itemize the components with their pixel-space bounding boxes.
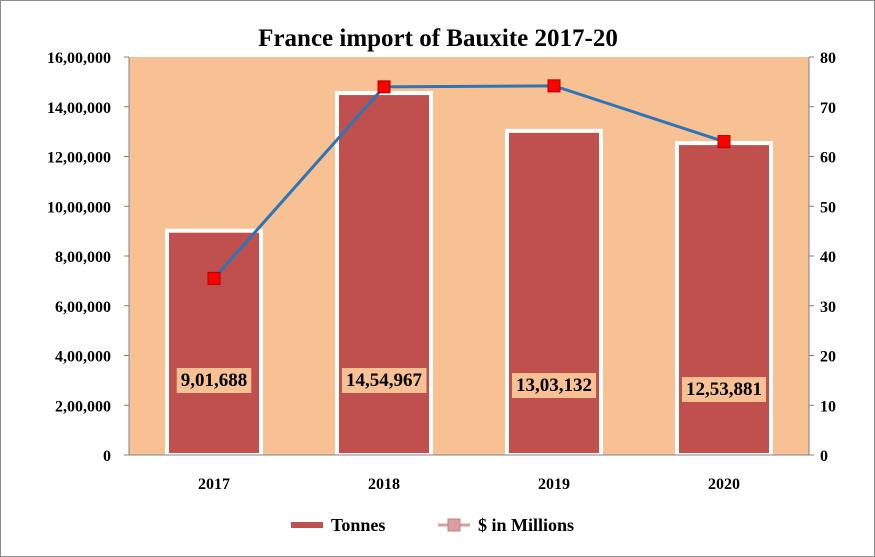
line-usd-millions — [212, 84, 725, 280]
bar-2019 — [505, 128, 603, 457]
y-right-tick-label: 70 — [820, 100, 836, 117]
y-right-tick-label: 10 — [820, 398, 836, 415]
y-left-tick-label: 2,00,000 — [55, 398, 111, 415]
data-label-2017: 9,01,688 — [176, 368, 252, 393]
line-marker-2020 — [717, 135, 731, 149]
x-tick-label: 2018 — [368, 476, 400, 493]
y-right-tick-label: 80 — [820, 50, 836, 67]
y-left-tick-label: 16,00,000 — [47, 50, 111, 67]
chart-title: France import of Bauxite 2017-20 — [258, 25, 618, 52]
y-left-tick-label: 10,00,000 — [47, 199, 111, 216]
y-right-tick-label: 50 — [820, 199, 836, 216]
y-right-tick-label: 30 — [820, 299, 836, 316]
bar-2018 — [335, 91, 433, 457]
line-marker-2018 — [377, 80, 391, 94]
data-label-2019: 13,03,132 — [512, 373, 596, 398]
y-right-tick-label: 0 — [820, 448, 828, 465]
y-right-tick-label: 40 — [820, 249, 836, 266]
y-right-tick-label: 60 — [820, 150, 836, 167]
data-label-2020: 12,53,881 — [682, 377, 766, 402]
y-left-tick-label: 6,00,000 — [55, 299, 111, 316]
legend-swatch-usd-marker — [447, 518, 461, 532]
data-label-bg — [176, 368, 252, 393]
legend-label-usd: $ in Millions — [478, 515, 574, 535]
chart-legend: Tonnes $ in Millions — [291, 515, 574, 535]
data-label-text: 14,54,967 — [346, 370, 423, 391]
x-tick-label: 2017 — [198, 476, 230, 493]
legend-label-tonnes: Tonnes — [331, 515, 385, 535]
y-left-tick-label: 8,00,000 — [55, 249, 111, 266]
data-label-text: 13,03,132 — [516, 375, 592, 396]
data-label-text: 9,01,688 — [181, 370, 248, 391]
data-label-bg — [342, 368, 427, 393]
line-marker-2017 — [207, 271, 221, 285]
x-tick-label: 2019 — [538, 476, 570, 493]
y-left-tick-label: 0 — [103, 448, 111, 465]
y-left-tick-label: 14,00,000 — [47, 100, 111, 117]
line-marker-2019 — [547, 79, 561, 93]
data-label-bg — [512, 373, 596, 398]
bar-2017 — [165, 228, 263, 457]
data-label-text: 12,53,881 — [686, 379, 762, 400]
data-label-bg — [682, 377, 766, 402]
y-left-tick-label: 12,00,000 — [47, 150, 111, 167]
bar-2020 — [675, 141, 773, 457]
y-left-tick-label: 4,00,000 — [55, 349, 111, 366]
x-tick-label: 2020 — [708, 476, 740, 493]
y-right-tick-label: 20 — [820, 349, 836, 366]
data-label-2018: 14,54,967 — [342, 368, 427, 393]
